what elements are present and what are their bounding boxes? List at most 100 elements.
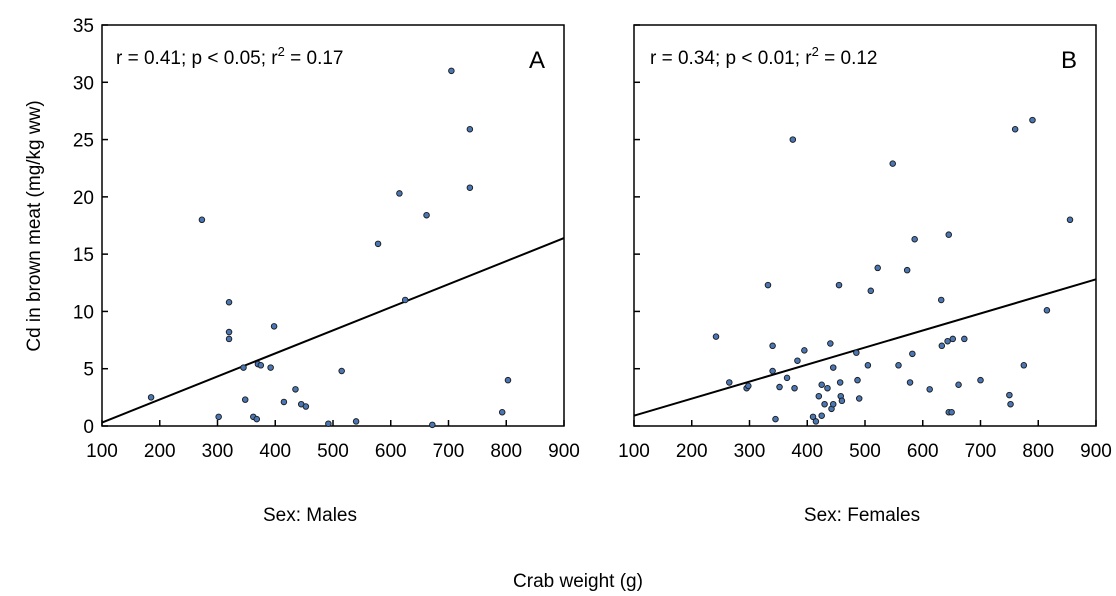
y-tick-label: 10 (73, 302, 94, 323)
stats-superscript: 2 (278, 44, 285, 59)
y-axis-title: Cd in brown meat (mg/kg ww) (24, 100, 45, 351)
data-point (1029, 116, 1036, 124)
x-tick-label: 800 (1022, 441, 1054, 462)
regression-line (633, 278, 1097, 417)
data-point (818, 412, 825, 419)
data-point (257, 362, 265, 369)
data-point (769, 342, 776, 350)
data-point (977, 376, 984, 384)
data-point (835, 281, 843, 289)
data-point (926, 386, 933, 393)
data-point (944, 337, 951, 345)
data-point (292, 386, 299, 393)
data-point (712, 333, 720, 340)
data-point (225, 335, 233, 343)
data-point (198, 216, 206, 224)
data-point (401, 296, 409, 304)
panel-b-letter: B (1061, 47, 1077, 74)
data-point (270, 323, 278, 330)
data-point (949, 335, 957, 343)
data-point (267, 364, 274, 371)
data-point (948, 409, 955, 416)
data-point (225, 299, 233, 306)
data-point (824, 384, 831, 392)
y-tick-label: 25 (73, 131, 94, 152)
data-point (838, 397, 846, 405)
data-point (498, 409, 506, 416)
data-point (867, 287, 875, 295)
panel-b-stats: r = 0.34; p < 0.01; r2 = 0.12 (650, 44, 877, 69)
data-point (794, 357, 801, 364)
x-tick-label: 100 (86, 441, 118, 462)
data-point (429, 421, 436, 429)
x-tick-label: 400 (259, 441, 291, 462)
data-point (1006, 391, 1013, 399)
stats-superscript: 2 (812, 44, 819, 59)
data-point (1011, 126, 1019, 133)
panel-males: r = 0.41; p < 0.05; r2 = 0.17 A Sex: Mal… (73, 16, 580, 526)
x-axis-title: Crab weight (g) (513, 571, 643, 592)
data-point (855, 395, 863, 402)
data-point (253, 415, 261, 423)
data-point (889, 160, 896, 167)
data-point (906, 379, 914, 386)
data-point (240, 364, 247, 371)
data-point (225, 328, 233, 336)
panel-a-caption: Sex: Males (263, 505, 357, 526)
regression-line (101, 237, 565, 424)
x-tick-label: 200 (144, 441, 176, 462)
data-point (448, 67, 455, 75)
x-tick-label: 100 (618, 441, 650, 462)
x-tick-label: 300 (202, 441, 234, 462)
y-tick-label: 0 (83, 417, 94, 438)
data-point (241, 396, 249, 403)
x-tick-label: 700 (965, 441, 997, 462)
data-point (147, 394, 155, 401)
data-point (1066, 216, 1074, 224)
data-point (836, 379, 844, 386)
data-point (874, 264, 881, 272)
panel-females: r = 0.34; p < 0.01; r2 = 0.12 B Sex: Fem… (618, 24, 1112, 526)
data-point (352, 418, 360, 425)
data-point (764, 281, 772, 289)
data-point (909, 350, 916, 358)
data-point (504, 376, 512, 384)
data-point (829, 400, 837, 408)
data-point (801, 347, 808, 354)
data-point (812, 418, 820, 425)
data-point (938, 342, 946, 350)
data-point (911, 235, 918, 243)
data-point (1020, 362, 1028, 369)
y-tick-label: 30 (73, 73, 94, 94)
y-tick-label: 20 (73, 188, 94, 209)
data-point (818, 381, 825, 389)
data-point (302, 403, 310, 410)
data-point (864, 362, 872, 369)
x-tick-label: 600 (375, 441, 407, 462)
data-point (769, 367, 776, 375)
x-tick-label: 300 (734, 441, 766, 462)
x-tick-label: 600 (907, 441, 939, 462)
data-point (827, 340, 834, 347)
data-point (961, 335, 968, 343)
x-tick-label: 400 (791, 441, 823, 462)
x-tick-label: 700 (433, 441, 465, 462)
data-point (396, 190, 403, 197)
data-point (374, 240, 382, 248)
x-tick-label: 900 (548, 441, 580, 462)
data-point (280, 398, 288, 406)
data-point (423, 211, 430, 219)
data-point (325, 420, 332, 427)
panel-b-caption: Sex: Females (804, 505, 920, 526)
data-point (215, 413, 222, 421)
data-point (945, 231, 952, 238)
data-point (815, 392, 823, 400)
data-point (1043, 307, 1051, 314)
data-point (821, 400, 828, 408)
x-tick-label: 900 (1080, 441, 1112, 462)
data-point (829, 364, 837, 371)
data-point (937, 296, 945, 304)
data-point (791, 384, 798, 392)
data-point (895, 362, 902, 369)
x-tick-label: 500 (317, 441, 349, 462)
